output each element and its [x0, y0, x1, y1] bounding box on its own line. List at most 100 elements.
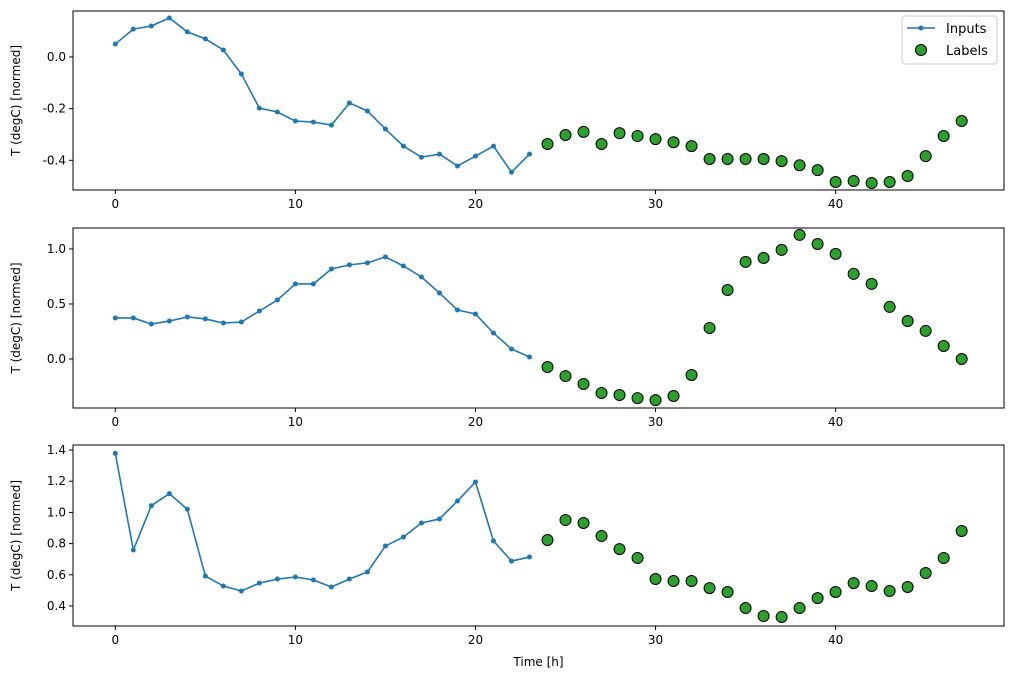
inputs-point: [346, 576, 352, 582]
x-tick-label: 30: [648, 633, 663, 647]
y-tick-label: 1.0: [47, 242, 66, 256]
labels-point: [775, 243, 788, 256]
x-tick-label: 20: [468, 197, 483, 211]
labels-point: [703, 321, 716, 334]
inputs-point: [148, 503, 154, 509]
inputs-point: [454, 498, 460, 504]
inputs-point: [130, 547, 136, 553]
labels-point: [595, 387, 608, 400]
x-tick-label: 40: [828, 633, 843, 647]
x-tick-label: 10: [288, 633, 303, 647]
y-tick-label: 1.4: [47, 443, 66, 457]
labels-point: [937, 340, 950, 353]
labels-point: [649, 133, 662, 146]
inputs-point: [220, 583, 226, 589]
x-tick-label: 10: [288, 197, 303, 211]
labels-point: [613, 389, 626, 402]
axes-frame: [72, 227, 1005, 409]
labels-point: [847, 174, 860, 187]
inputs-point: [508, 558, 514, 564]
inputs-point: [202, 36, 208, 42]
inputs-point: [310, 577, 316, 583]
inputs-point: [220, 320, 226, 326]
labels-point: [577, 378, 590, 390]
y-tick-label: 1.2: [47, 474, 66, 488]
y-axis-label: T (degC) [normed]: [9, 480, 23, 592]
inputs-point: [166, 15, 172, 21]
labels-point: [649, 394, 662, 407]
labels-point: [883, 175, 896, 188]
inputs-point: [400, 534, 406, 540]
labels-point: [577, 517, 590, 530]
inputs-point: [508, 169, 514, 175]
inputs-point: [148, 321, 154, 327]
inputs-point: [382, 543, 388, 549]
inputs-point: [454, 163, 460, 169]
inputs-point: [400, 263, 406, 269]
labels-point: [865, 177, 878, 190]
x-axis-label: Time [h]: [512, 655, 563, 669]
x-tick-label: 30: [648, 197, 663, 211]
labels-point: [685, 368, 698, 381]
inputs-point: [418, 274, 424, 280]
labels-point: [847, 267, 860, 280]
x-tick-label: 20: [468, 415, 483, 429]
inputs-point: [238, 71, 244, 77]
x-tick-label: 0: [111, 197, 119, 211]
subplot-2: 0 10 20 30 40 1.0 0.5 0.0 T (degC) [normed]: [9, 227, 1005, 429]
y-axis-label: T (degC) [normed]: [9, 262, 23, 374]
labels-point: [901, 170, 914, 183]
inputs-point: [256, 308, 262, 314]
inputs-point: [130, 315, 136, 321]
x-tick-label: 0: [111, 415, 119, 429]
inputs-point: [436, 516, 442, 522]
inputs-point: [454, 307, 460, 313]
inputs-point: [256, 105, 262, 111]
labels-point: [775, 610, 788, 623]
labels-point: [883, 585, 896, 598]
labels-point: [757, 251, 770, 264]
inputs-point: [400, 143, 406, 149]
inputs-point: [472, 479, 478, 485]
labels-point: [613, 543, 626, 556]
labels-point: [685, 575, 698, 588]
legend-inputs-marker: [918, 25, 924, 31]
labels-point: [775, 155, 788, 168]
inputs-point: [346, 262, 352, 268]
inputs-point: [112, 315, 118, 321]
labels-point: [577, 125, 590, 138]
legend-labels-marker: [915, 44, 927, 56]
inputs-point: [112, 41, 118, 47]
labels-point: [901, 580, 914, 593]
inputs-point: [292, 118, 298, 124]
inputs-point: [202, 316, 208, 322]
inputs-point: [184, 506, 190, 512]
inputs-point: [328, 584, 334, 590]
labels-point: [667, 575, 680, 588]
labels-point: [595, 529, 608, 542]
x-tick-label: 40: [828, 415, 843, 429]
labels-point: [955, 353, 968, 366]
labels-point: [865, 580, 878, 593]
inputs-point: [526, 554, 532, 560]
y-tick-label: 0.0: [47, 352, 66, 366]
labels-point: [541, 361, 554, 374]
inputs-point: [112, 450, 118, 456]
x-tick-label: 30: [648, 415, 663, 429]
legend: Inputs Labels: [901, 15, 998, 65]
inputs-point: [184, 314, 190, 320]
labels-point: [937, 551, 950, 564]
labels-point: [721, 153, 734, 166]
legend-labels-label: Labels: [946, 44, 988, 59]
labels-point: [829, 175, 842, 188]
labels-point: [757, 153, 770, 166]
inputs-point: [220, 47, 226, 53]
inputs-point: [256, 580, 262, 586]
inputs-point: [238, 319, 244, 325]
inputs-point: [382, 126, 388, 132]
labels-point: [847, 577, 860, 590]
labels-point: [631, 130, 644, 143]
labels-point: [919, 324, 932, 337]
labels-point: [919, 150, 932, 163]
